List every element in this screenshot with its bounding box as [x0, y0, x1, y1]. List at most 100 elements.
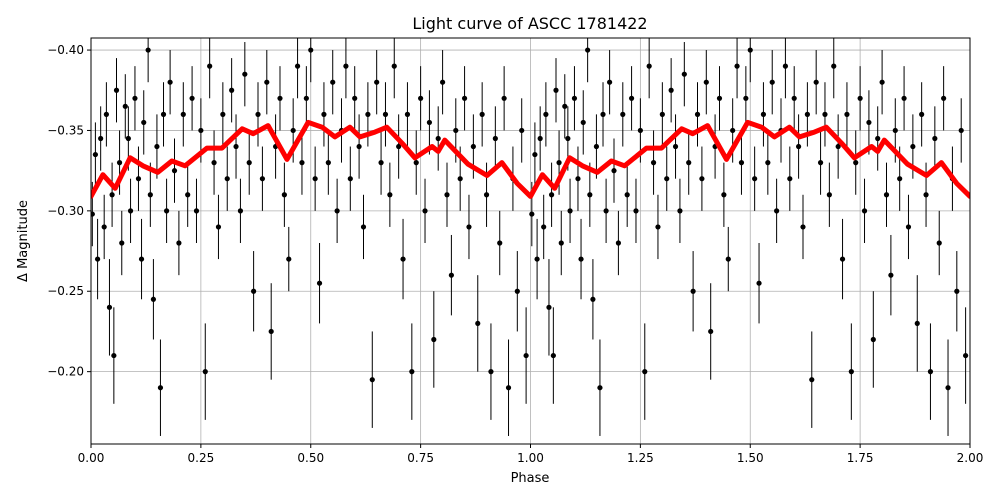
data-point [387, 192, 393, 198]
data-point [941, 95, 947, 101]
data-point [703, 79, 709, 85]
data-point [853, 160, 859, 166]
data-point [251, 288, 257, 294]
x-tick-label: 0.50 [297, 451, 324, 465]
data-point [514, 288, 520, 294]
data-point [259, 176, 266, 182]
data-point [103, 111, 109, 117]
data-point [312, 176, 318, 182]
data-point [927, 369, 934, 375]
data-point [738, 160, 745, 166]
data-point [413, 160, 419, 166]
data-point [905, 224, 912, 230]
data-point [690, 288, 696, 294]
data-point [483, 192, 490, 198]
data-point [580, 119, 586, 126]
data-point [92, 151, 98, 158]
data-point [553, 87, 559, 93]
data-point [167, 79, 173, 85]
data-point [607, 79, 613, 85]
data-point [954, 288, 960, 294]
data-point [127, 208, 134, 214]
data-point [321, 111, 327, 117]
data-point [600, 111, 606, 117]
data-point [548, 192, 555, 198]
data-point [659, 111, 665, 117]
data-point [457, 176, 463, 182]
data-point [708, 328, 714, 335]
data-point [875, 135, 881, 142]
data-point [870, 336, 876, 343]
data-point [681, 71, 687, 77]
data-point [597, 385, 603, 391]
data-point [255, 111, 261, 117]
data-point [246, 160, 252, 166]
data-point [747, 47, 753, 53]
data-point [106, 304, 113, 310]
data-point [897, 176, 903, 182]
data-point [642, 369, 648, 375]
data-point [343, 63, 349, 69]
data-point [556, 160, 562, 166]
data-point [633, 208, 639, 214]
data-point [800, 224, 806, 230]
data-point [391, 63, 397, 69]
data-point [444, 192, 450, 198]
data-point [488, 369, 494, 375]
data-point [116, 160, 123, 166]
data-point [347, 176, 353, 182]
data-point [113, 87, 120, 93]
x-tick-label: 2.00 [957, 451, 984, 465]
data-point [822, 111, 828, 117]
data-point [135, 176, 142, 182]
x-tick-label: 1.75 [847, 451, 874, 465]
data-point [160, 111, 167, 117]
data-point [879, 79, 885, 85]
data-point [537, 135, 543, 142]
data-point [286, 256, 292, 262]
data-point [565, 135, 571, 142]
data-point [299, 160, 305, 166]
data-point [804, 111, 810, 117]
data-point [171, 168, 178, 174]
data-point [426, 119, 433, 126]
data-point [505, 385, 512, 391]
data-point [147, 192, 153, 198]
y-tick-label: −0.30 [47, 204, 84, 218]
data-point [138, 256, 145, 262]
y-axis-label: Δ Magnitude [16, 200, 31, 282]
data-point [453, 127, 459, 134]
data-point [325, 160, 331, 166]
data-point [655, 224, 661, 230]
data-point [369, 377, 375, 383]
data-point [628, 95, 635, 101]
data-point [578, 256, 584, 262]
data-point [646, 63, 652, 69]
data-point [378, 160, 384, 166]
data-point [958, 127, 964, 134]
data-point [224, 176, 230, 182]
data-point [281, 192, 287, 198]
data-point [330, 79, 336, 85]
y-tick-label: −0.35 [47, 123, 84, 137]
data-point [519, 127, 525, 134]
data-point [360, 224, 367, 230]
data-point [334, 208, 340, 214]
data-point [501, 95, 507, 101]
data-point [532, 151, 538, 158]
data-point [529, 211, 535, 217]
data-point [207, 63, 213, 69]
data-point [163, 208, 170, 214]
data-point [892, 127, 898, 134]
data-point [229, 87, 235, 93]
data-point [316, 280, 323, 286]
data-point [303, 95, 309, 101]
data-point [400, 256, 406, 262]
data-point [716, 95, 723, 101]
y-tick-label: −0.40 [47, 43, 84, 57]
data-point [769, 79, 775, 85]
data-point [945, 385, 951, 391]
data-point [835, 143, 841, 150]
data-point [546, 304, 552, 310]
